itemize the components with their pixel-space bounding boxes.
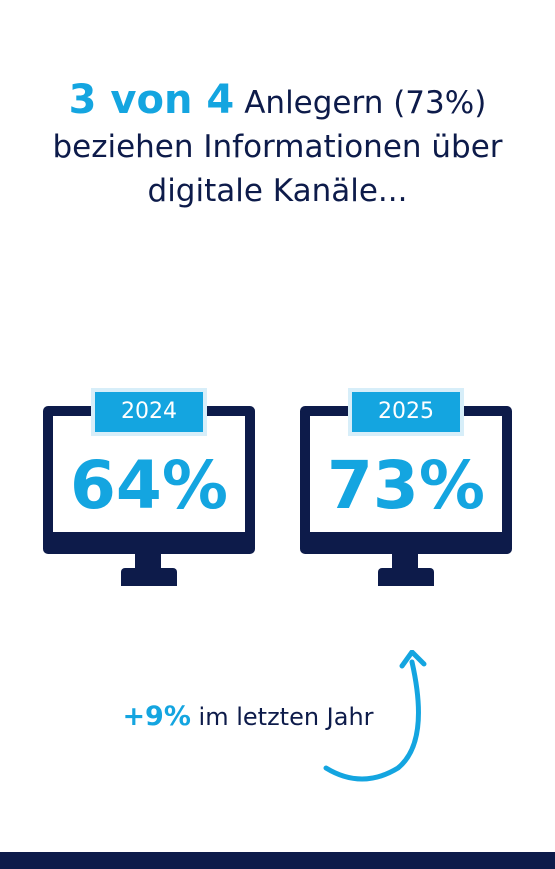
monitor-neck xyxy=(392,554,418,572)
change-note: +9% im letzten Jahr xyxy=(118,700,378,734)
monitor-2025-icon: 2025 73% xyxy=(300,388,512,588)
percentage-value-2025: 73% xyxy=(327,447,485,524)
curved-arrow-up-icon xyxy=(323,650,427,782)
monitor-base xyxy=(121,568,177,586)
headline-highlight: 3 von 4 xyxy=(68,77,235,123)
monitor-neck xyxy=(135,554,161,572)
year-badge-2024: 2024 xyxy=(91,388,207,436)
monitor-frame xyxy=(300,406,512,554)
footer-bar xyxy=(0,852,555,869)
change-text: im letzten Jahr xyxy=(198,703,374,731)
year-label: 2024 xyxy=(95,392,203,432)
year-badge-2025: 2025 xyxy=(348,388,464,436)
change-value: +9% xyxy=(122,701,191,732)
headline: 3 von 4 Anlegern (73%) beziehen Informati… xyxy=(40,78,515,213)
year-label: 2025 xyxy=(352,392,460,432)
monitor-base xyxy=(378,568,434,586)
headline-text: Anlegern (73%) beziehen Informationen üb… xyxy=(52,85,503,209)
percentage-value-2024: 64% xyxy=(70,447,228,524)
monitor-2024-icon: 2024 64% xyxy=(43,388,255,588)
